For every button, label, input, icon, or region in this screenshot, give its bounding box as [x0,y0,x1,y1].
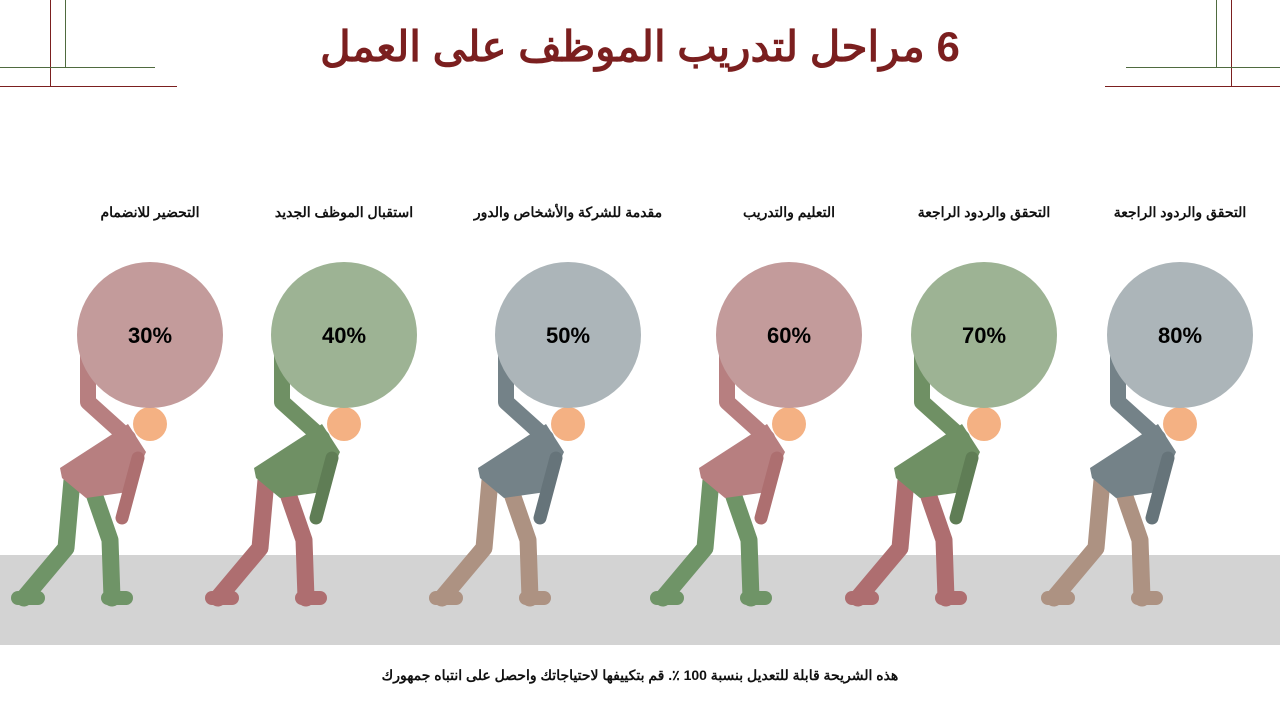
corner-line [1105,86,1280,87]
progress-ball [77,262,223,408]
stage-percent: 80% [1157,323,1203,348]
stage-percent: 60% [766,323,812,348]
head [327,407,361,441]
progress-ball [495,262,641,408]
torso [1090,424,1176,498]
stage-percent: 70% [961,323,1007,348]
front-arm [1145,451,1175,525]
stage-percent: 30% [127,323,173,348]
stage-figure [429,262,641,607]
corner-line [1126,67,1280,68]
front-arm [754,451,784,525]
head [133,407,167,441]
corner-line [50,0,51,87]
progress-ball [911,262,1057,408]
back-leg [849,471,915,607]
torso [60,424,146,498]
back-leg [1045,471,1111,607]
head [551,407,585,441]
stage-label: التحقق والردود الراجعة [1113,204,1247,220]
stage-percent: 40% [321,323,367,348]
torso [699,424,785,498]
front-leg [1113,479,1151,607]
corner-line [1231,0,1232,87]
front-arm [309,451,339,525]
head [967,407,1001,441]
torso [254,424,340,498]
front-leg [501,479,539,607]
stage-figure [845,262,1057,607]
front-leg [722,479,760,607]
stage-percent: 50% [545,323,591,348]
stage-label: التحقق والردود الراجعة [917,204,1051,220]
front-arm [533,451,563,525]
stage-label: مقدمة للشركة والأشخاص والدور [473,204,663,220]
stage-label: التعليم والتدريب [742,204,836,220]
stage-label: التحضير للانضمام [100,204,200,220]
front-leg [917,479,955,607]
stage-figure [11,262,223,607]
torso [894,424,980,498]
back-leg [15,471,81,607]
stage-label: استقبال الموظف الجديد [274,204,414,220]
head [772,407,806,441]
head [1163,407,1197,441]
stage-figure [650,262,862,607]
stage-figure [1041,262,1253,607]
corner-line [0,86,177,87]
corner-line [1216,0,1217,67]
back-leg [654,471,720,607]
back-leg [209,471,275,607]
progress-ball [271,262,417,408]
front-leg [277,479,315,607]
back-leg [433,471,499,607]
front-arm [949,451,979,525]
stage-figure [205,262,417,607]
corner-line [0,67,155,68]
page-title: 6 مراحل لتدريب الموظف على العمل [320,23,960,70]
corner-line [65,0,66,67]
front-arm [115,451,145,525]
front-leg [83,479,121,607]
progress-ball [716,262,862,408]
torso [478,424,564,498]
footer-text: هذه الشريحة قابلة للتعديل بنسبة 100 ٪. ق… [381,667,899,683]
progress-ball [1107,262,1253,408]
